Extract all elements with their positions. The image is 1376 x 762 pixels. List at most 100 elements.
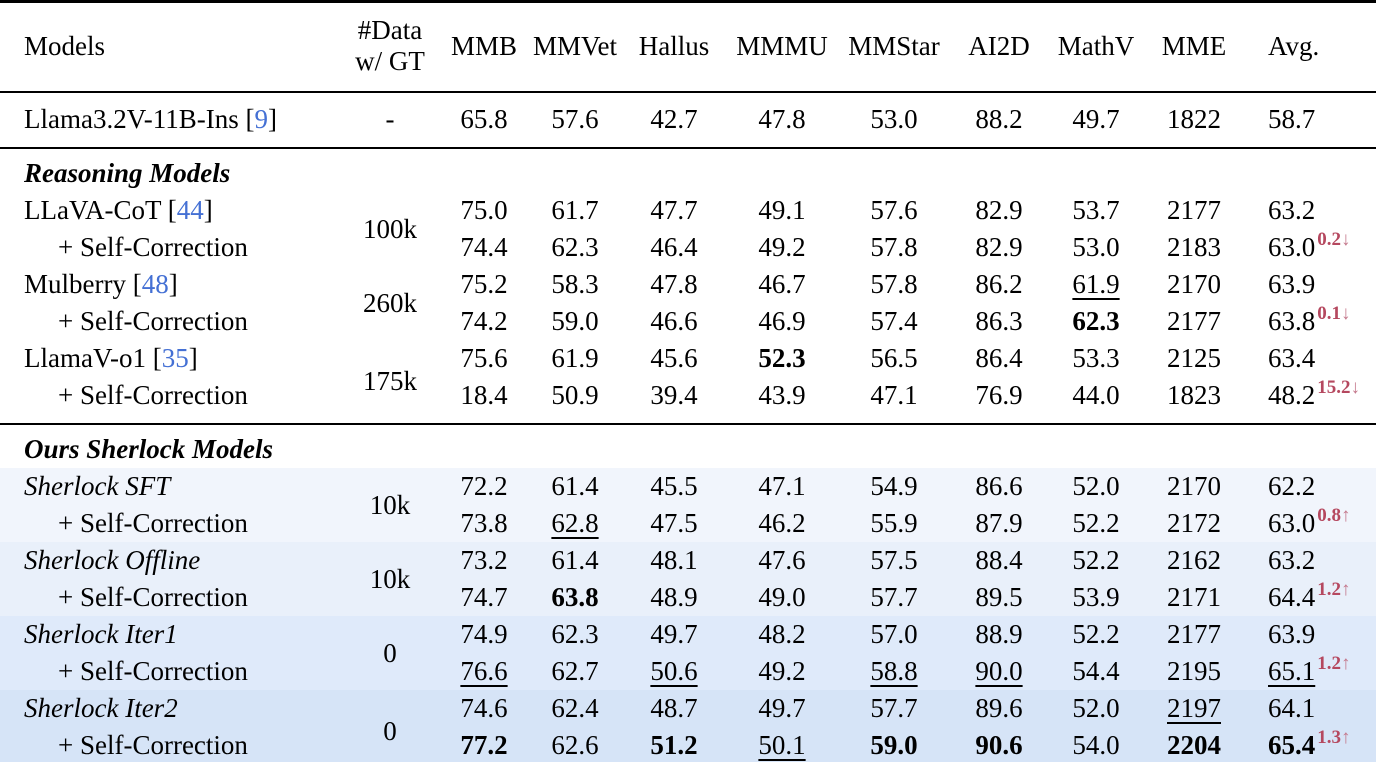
- metric-value: 75.2: [460, 269, 508, 299]
- metric-value: 74.9: [460, 619, 508, 649]
- delta-badge: 1.2↑: [1317, 579, 1350, 600]
- cell-avg: 64.1: [1244, 690, 1376, 727]
- citation-link[interactable]: 44: [176, 195, 204, 225]
- cell-mmstar: 53.0: [838, 92, 950, 149]
- delta-value: 1.3: [1317, 727, 1341, 748]
- delta-value: 0.2: [1317, 229, 1341, 250]
- metric-value: 82.9: [975, 232, 1023, 262]
- cell-mme: 2162: [1144, 542, 1244, 579]
- cell-mmmu: 47.8: [726, 92, 838, 149]
- metric-value: 47.8: [758, 104, 806, 134]
- metric-value: 90.0: [975, 656, 1023, 686]
- cell-ai2d: 82.9: [950, 192, 1048, 229]
- cell-hallus: 48.9: [622, 579, 726, 616]
- metric-value: 57.6: [870, 195, 918, 225]
- cell-mmb: 74.6: [440, 690, 528, 727]
- model-name: + Self-Correction: [58, 582, 248, 612]
- cell-avg: 58.7: [1244, 92, 1376, 149]
- cell-mme: 2197: [1144, 690, 1244, 727]
- metric-value: 73.8: [460, 508, 508, 538]
- cell-mathv: 49.7: [1048, 92, 1144, 149]
- cell-mmstar: 47.1: [838, 377, 950, 425]
- col-header-mmb: MMB: [440, 1, 528, 93]
- metric-value: 72.2: [460, 471, 508, 501]
- metric-value: 77.2: [460, 730, 508, 760]
- cell-mmstar: 57.8: [838, 229, 950, 266]
- cell-hallus: 50.6: [622, 653, 726, 690]
- cell-mmmu: 49.0: [726, 579, 838, 616]
- cell-avg: 63.0 0.2↓: [1244, 229, 1376, 266]
- cell-hallus: 48.1: [622, 542, 726, 579]
- metric-value: 2172: [1167, 508, 1221, 538]
- cell-ai2d: 82.9: [950, 229, 1048, 266]
- cell-mme: 2204: [1144, 727, 1244, 762]
- cell-mmb: 75.0: [440, 192, 528, 229]
- delta-badge: 0.1↓: [1317, 303, 1350, 324]
- metric-value: 50.9: [551, 380, 599, 410]
- cell-mmmu: 46.7: [726, 266, 838, 303]
- cell-mmstar: 57.4: [838, 303, 950, 340]
- col-header-mmmu: MMMU: [726, 1, 838, 93]
- metric-value: 64.4: [1268, 582, 1316, 612]
- metric-value: 49.2: [758, 656, 806, 686]
- metric-value: 74.2: [460, 306, 508, 336]
- citation-link[interactable]: 9: [254, 104, 268, 134]
- cell-ai2d: 76.9: [950, 377, 1048, 425]
- cell-mmstar: 58.8: [838, 653, 950, 690]
- up-arrow-icon: ↑: [1341, 727, 1351, 748]
- model-name: + Self-Correction: [58, 656, 248, 686]
- metric-value: 63.8: [1268, 306, 1316, 336]
- col-header-mmstar: MMStar: [838, 1, 950, 93]
- cell-mme: 2125: [1144, 340, 1244, 377]
- model-row: + Self-Correction 74.2 59.0 46.6 46.9 57.4 86.…: [0, 303, 1376, 340]
- metric-value: 62.2: [1268, 471, 1316, 501]
- metric-value: 55.9: [870, 508, 918, 538]
- metric-value: 47.6: [758, 545, 806, 575]
- cell-mme: 2195: [1144, 653, 1244, 690]
- model-row: Sherlock Iter2 0 74.6 62.4 48.7 49.7 57.7 89.6 5…: [0, 690, 1376, 746]
- delta-value: 0.1: [1317, 303, 1341, 324]
- cell-hallus: 45.6: [622, 340, 726, 377]
- cell-mme: 2172: [1144, 505, 1244, 542]
- metric-value: 88.2: [975, 104, 1023, 134]
- cell-avg: 65.4 1.3↑: [1244, 727, 1376, 762]
- cell-mathv: 52.0: [1048, 468, 1144, 505]
- metric-value: 2204: [1167, 730, 1221, 760]
- cell-avg: 62.2: [1244, 468, 1376, 505]
- metric-value: 53.0: [1072, 232, 1120, 262]
- metric-value: 47.7: [650, 195, 698, 225]
- cell-mmb: 72.2: [440, 468, 528, 505]
- cell-hallus: 42.7: [622, 92, 726, 149]
- model-name: + Self-Correction: [0, 377, 340, 425]
- cell-mmvet: 61.9: [528, 340, 622, 377]
- delta-value: 1.2: [1317, 653, 1341, 674]
- metric-value: 52.3: [758, 343, 806, 373]
- cell-mmb: 74.4: [440, 229, 528, 266]
- metric-value: 63.0: [1268, 232, 1316, 262]
- cell-mmmu: 49.2: [726, 229, 838, 266]
- metric-value: 2162: [1167, 545, 1221, 575]
- metric-value: 48.2: [758, 619, 806, 649]
- citation-link[interactable]: 35: [161, 343, 189, 373]
- cell-mmvet: 62.8: [528, 505, 622, 542]
- data-gt-value: 0: [383, 637, 397, 668]
- metric-value: 57.4: [870, 306, 918, 336]
- data-gt-value: 100k: [363, 213, 417, 244]
- cell-ai2d: 86.3: [950, 303, 1048, 340]
- metric-value: 49.7: [758, 693, 806, 723]
- cell-mmstar: 57.7: [838, 690, 950, 727]
- metric-value: 52.0: [1072, 693, 1120, 723]
- metric-value: 1823: [1167, 380, 1221, 410]
- metric-value: 52.2: [1072, 508, 1120, 538]
- metric-value: 76.9: [975, 380, 1023, 410]
- metric-value: 49.2: [758, 232, 806, 262]
- metric-value: 46.9: [758, 306, 806, 336]
- metric-value: 2183: [1167, 232, 1221, 262]
- metric-value: 62.3: [1072, 306, 1120, 336]
- cell-mmvet: 57.6: [528, 92, 622, 149]
- citation-link[interactable]: 48: [141, 269, 169, 299]
- metric-value: 48.2: [1268, 380, 1316, 410]
- metric-value: 61.9: [551, 343, 599, 373]
- cell-mmstar: 59.0: [838, 727, 950, 762]
